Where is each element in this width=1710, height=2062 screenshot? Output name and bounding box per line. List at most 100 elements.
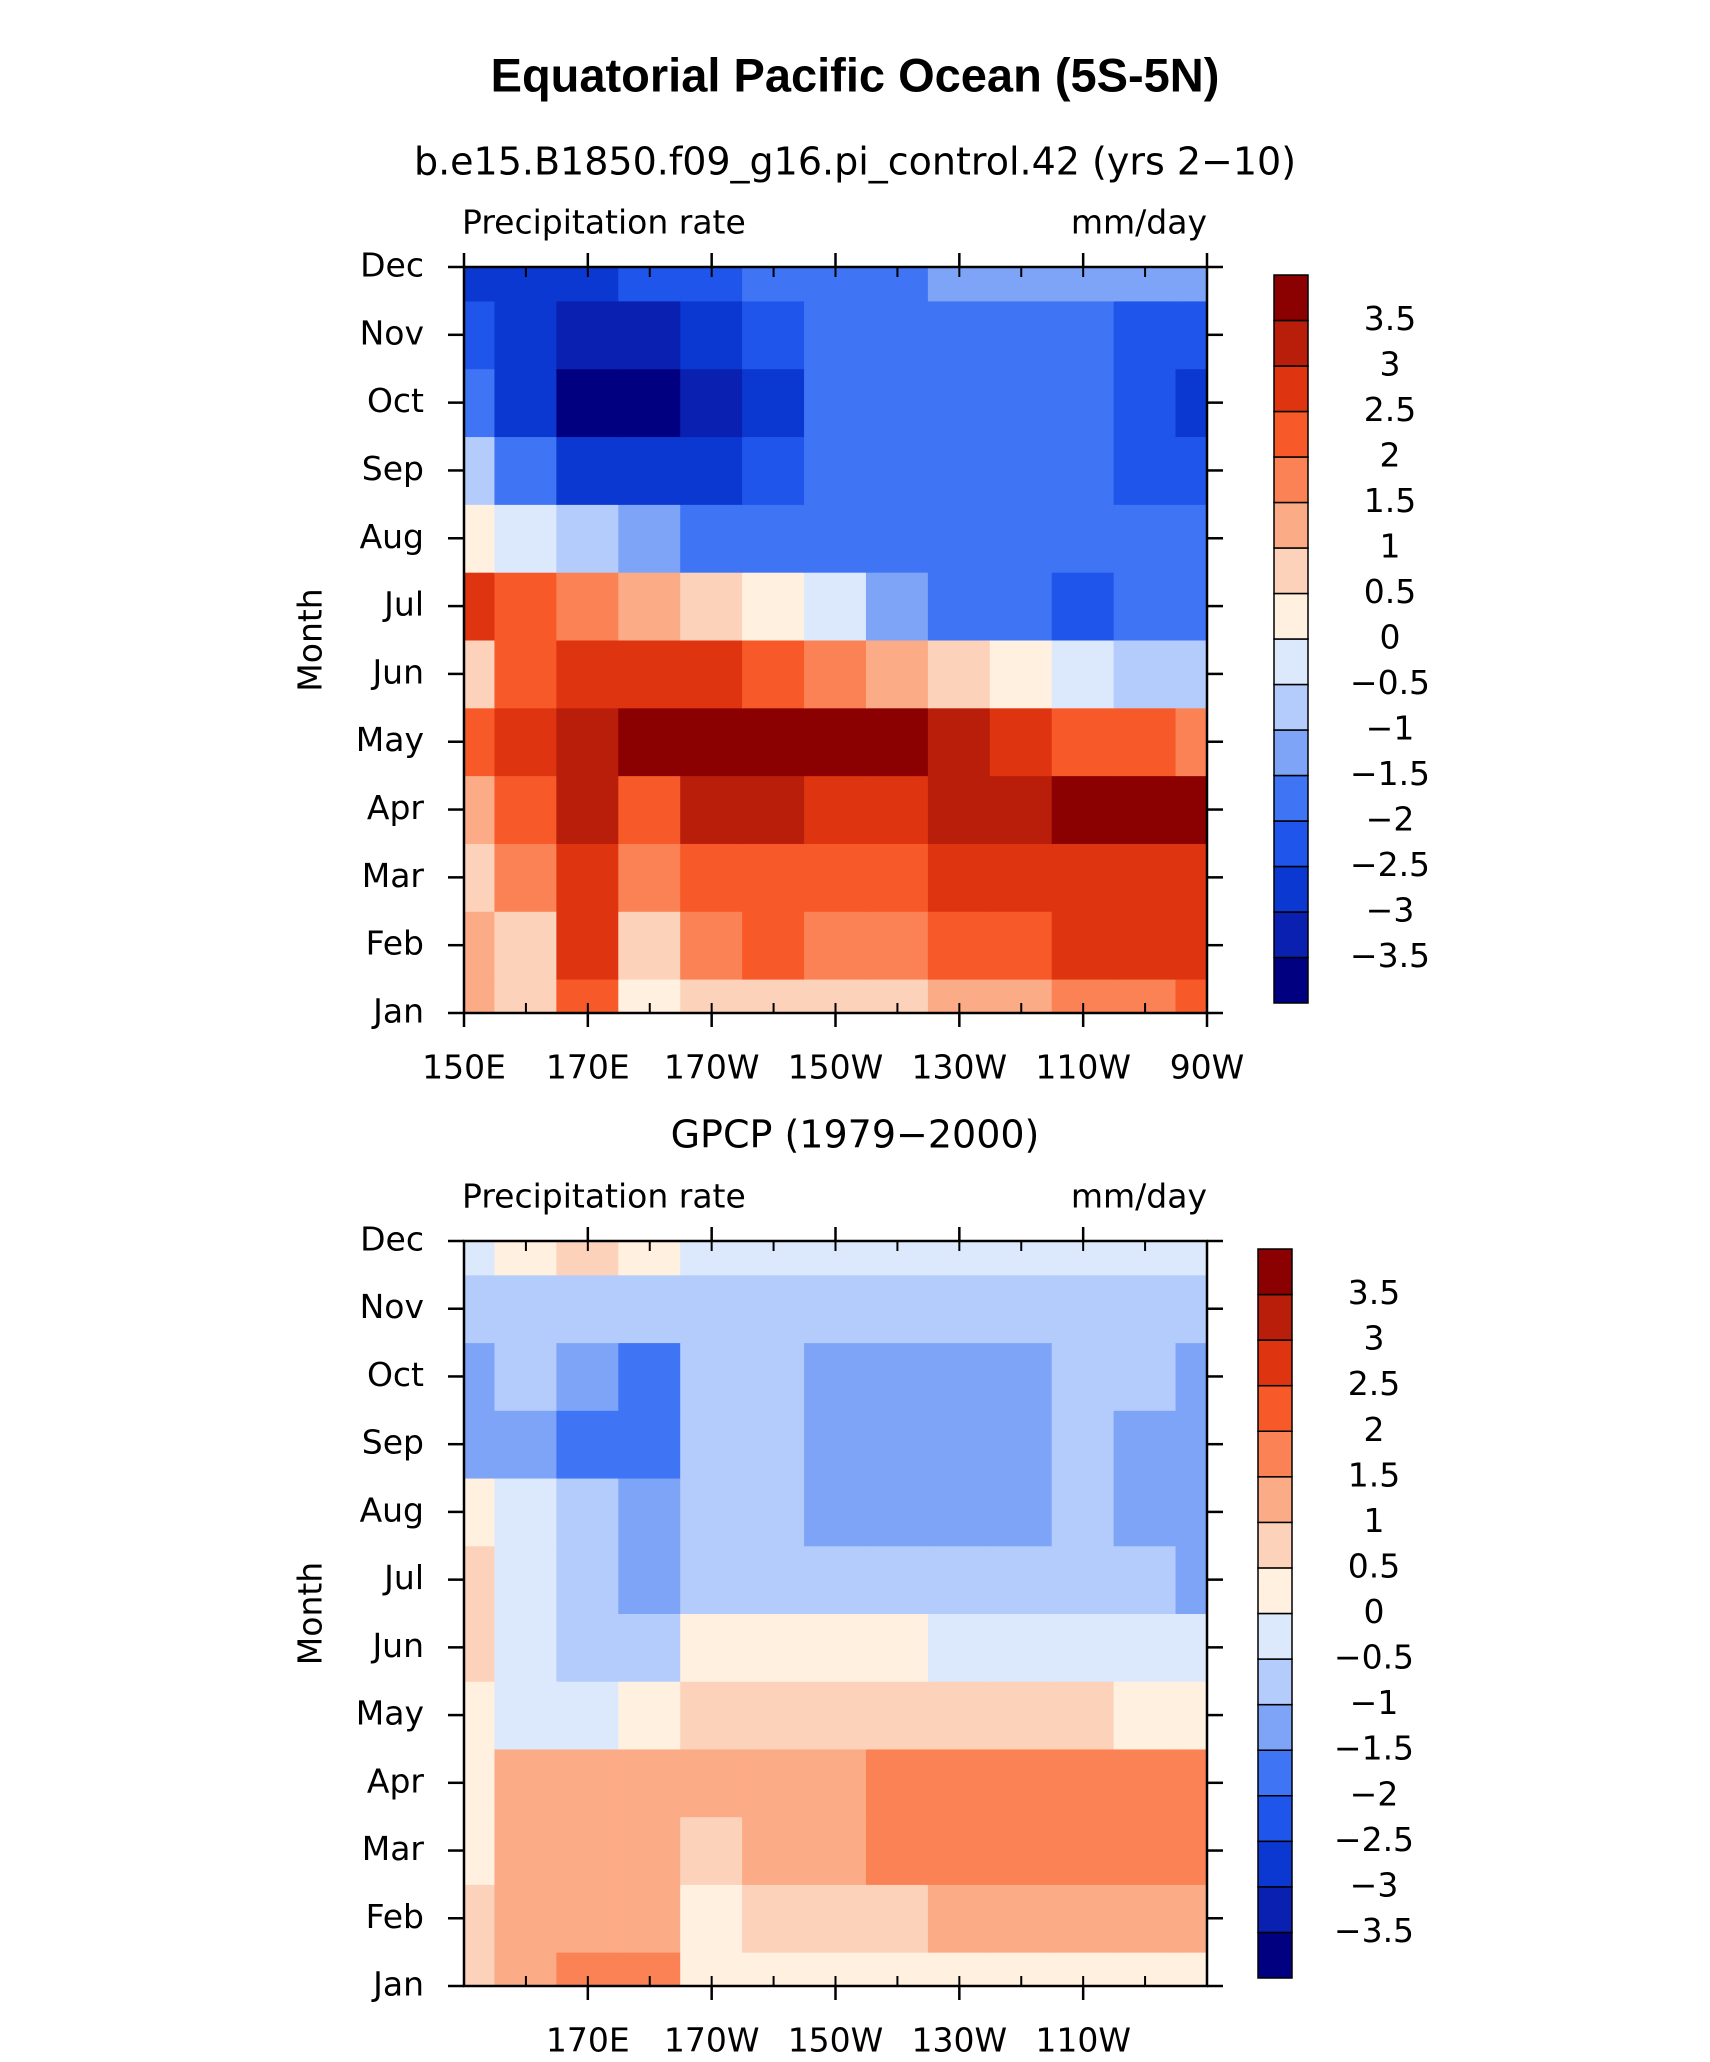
cell [618,503,682,573]
cell [804,368,867,438]
cell [804,436,867,505]
cell [804,503,867,573]
cell [742,639,806,709]
cell [556,910,620,980]
cell [680,1274,744,1344]
cell [1113,707,1177,777]
colorbar-box [1257,1886,1293,1934]
colorbar-label: −3 [1366,891,1415,930]
colorbar-label: −0.5 [1334,1638,1414,1677]
cell [680,1477,744,1547]
y-tick-label: Jul [382,585,424,624]
left-label: Precipitation rate [462,203,746,242]
cell [865,368,929,438]
y-tick-label: Jan [371,1965,424,2004]
cells [464,267,1207,1013]
colorbar-box [1273,547,1309,595]
cell [1051,1680,1115,1750]
cell [494,1409,558,1479]
cell [804,1545,867,1614]
cell [494,1680,558,1750]
cell [618,368,682,438]
cell [1175,639,1207,709]
cell [464,1545,496,1614]
x-tick-label: 170E [546,1048,630,1087]
colorbar-box [1257,1931,1293,1979]
cell [556,1680,620,1750]
cell [556,707,620,777]
cell [927,300,991,370]
cell [680,910,744,980]
subtitle: GPCP (1979−2000) [671,1113,1040,1157]
cell [1051,571,1115,641]
cell [927,842,991,912]
cell [865,1274,929,1344]
x-tick-label: 150W [788,1048,884,1087]
colorbar-box [1257,1476,1293,1524]
cell [1113,300,1177,370]
cell [927,707,991,777]
colorbar-label: −1 [1350,1683,1399,1722]
cell [618,1477,682,1547]
cell [680,1748,744,1818]
cell [464,503,496,573]
cell [1051,1613,1115,1682]
cell [680,842,744,912]
colorbar-box [1257,1567,1293,1615]
cell [494,1816,558,1885]
cell [464,1342,496,1411]
cell [927,775,991,844]
colorbar-label: −3.5 [1334,1911,1414,1950]
cell [742,707,806,777]
colorbar-label: −3.5 [1350,936,1430,975]
cell [804,1748,867,1818]
x-tick-label: 170W [664,2021,760,2060]
cell [865,1816,929,1885]
cell [1051,707,1115,777]
cell [556,1613,620,1682]
colorbar-box [1273,592,1309,640]
cell [556,1409,620,1479]
cell [989,775,1053,844]
x-tick-label: 130W [912,2021,1008,2060]
cell [804,910,867,980]
cell [742,1680,806,1750]
cell [464,267,496,302]
cell [1113,639,1177,709]
cell [464,775,496,844]
x-tick-label: 150W [788,2021,884,2060]
colorbar-box [1257,1339,1293,1387]
cell [742,1545,806,1614]
colorbar-box [1273,820,1309,868]
cell [494,910,558,980]
cell [1175,1883,1207,1953]
y-tick-label: Oct [367,381,424,420]
cell [1175,707,1207,777]
cell [989,707,1053,777]
cell [680,775,744,844]
cell [680,503,744,573]
cell [556,639,620,709]
colorbar-label: −1 [1366,709,1415,748]
cell [927,910,991,980]
cell [927,1409,991,1479]
cell [742,571,806,641]
cell [464,300,496,370]
cell [680,1680,744,1750]
colorbar-label: −1.5 [1334,1729,1414,1768]
cell [680,1816,744,1885]
cell [927,1545,991,1614]
cell [464,1613,496,1682]
y-tick-label: Feb [366,1897,424,1936]
cell [989,1613,1053,1682]
cell [680,368,744,438]
cell [742,503,806,573]
colorbar-label: −2 [1350,1774,1399,1813]
colorbar-label: −2 [1366,800,1415,839]
cell [680,1342,744,1411]
cell [1051,1409,1115,1479]
cell [1175,368,1207,438]
colorbar-box [1273,865,1309,913]
cell [464,571,496,641]
